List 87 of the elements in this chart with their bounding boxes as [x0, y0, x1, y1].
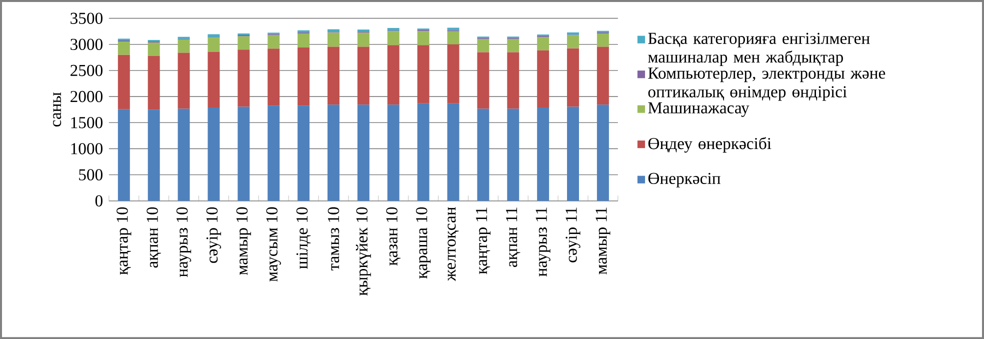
legend-label: Компьютерлер, электронды және оптикалық өнімдер өндірісі [648, 68, 886, 101]
bar [387, 45, 400, 105]
x-tick-label: қыркүйек 10 [356, 207, 371, 296]
bar [118, 41, 130, 55]
bar [567, 48, 579, 107]
bar [447, 31, 460, 44]
bar [507, 39, 520, 52]
bar [507, 108, 520, 201]
bar [447, 28, 460, 30]
bar [567, 35, 579, 48]
y-tick-label: 3000 [70, 38, 102, 50]
legend-label: Машинажасау [648, 102, 750, 117]
bar [357, 104, 370, 201]
bar [238, 106, 250, 201]
bar [477, 108, 490, 201]
x-tick-label: мамыр 11 [596, 208, 610, 274]
y-tick-label: 1500 [71, 116, 102, 128]
bar [148, 42, 160, 56]
bar [178, 108, 190, 201]
bar [268, 106, 280, 201]
y-tick-label: 1000 [71, 143, 102, 154]
x-tick-label: қазан 10 [386, 207, 401, 266]
bar [596, 46, 609, 105]
y-tick-label: 2500 [70, 64, 102, 76]
x-tick-label: сәуір 10 [206, 207, 222, 263]
bar [357, 29, 370, 32]
bar [148, 110, 160, 201]
bar [417, 31, 430, 46]
bar [477, 52, 490, 109]
bar [537, 37, 550, 50]
x-tick-label: наурыз 11 [536, 208, 550, 276]
legend-label: Өңдеу өнеркәсібі [648, 137, 772, 153]
bar [298, 33, 310, 48]
bar [118, 54, 130, 110]
x-tick-label: қаңтар 10 [116, 207, 132, 275]
x-tick-label: желтоқсан [448, 207, 459, 282]
bar [268, 48, 280, 106]
bar [567, 106, 579, 201]
x-tick-label: мамыр 10 [236, 207, 251, 275]
bar [596, 104, 609, 201]
bar [596, 33, 609, 47]
bar [357, 46, 370, 105]
y-tick-label: 500 [79, 169, 102, 180]
y-tick-label: 0 [95, 195, 102, 206]
bar [298, 106, 310, 201]
bar [387, 104, 400, 201]
x-tick-label: ақпан 10 [146, 207, 161, 268]
y-tick-label: 2000 [70, 90, 102, 102]
x-tick-label: тамыз 10 [328, 207, 340, 270]
bar [567, 32, 579, 35]
bar [148, 56, 160, 110]
x-tick-label: маусым 10 [266, 207, 281, 282]
bar [118, 109, 130, 201]
x-tick-label: наурыз 10 [176, 207, 192, 278]
bar [268, 35, 280, 49]
bar [477, 39, 490, 52]
bar [537, 50, 550, 108]
bar [238, 50, 250, 107]
bar [208, 52, 220, 108]
bar [208, 107, 220, 201]
bar [387, 28, 400, 31]
x-tick-label: ақпан 11 [506, 208, 520, 267]
bar [298, 47, 310, 106]
bar [328, 104, 340, 201]
bar [447, 103, 460, 201]
bar [417, 45, 430, 104]
bar [507, 52, 520, 109]
y-axis-title: саны [53, 92, 62, 126]
x-tick-label: қаңтар 11 [476, 208, 490, 274]
legend-label: Басқа категорияға енгізілмеген машиналар мен жабдықтар [648, 32, 870, 66]
y-tick-label: 3500 [70, 12, 102, 24]
bar [387, 31, 400, 46]
bar [178, 52, 190, 109]
bar [447, 44, 460, 104]
legend-label: Өнеркәсіп [648, 172, 720, 188]
bar [208, 34, 220, 38]
bar [328, 32, 340, 47]
bar [238, 36, 250, 50]
bar [208, 38, 220, 52]
bar [328, 46, 340, 105]
bar [417, 103, 430, 201]
x-tick-label: қараша 10 [416, 207, 431, 279]
bar [537, 107, 550, 201]
bar [357, 32, 370, 47]
bar [178, 39, 190, 53]
x-tick-label: сәуір 11 [566, 208, 580, 262]
x-tick-label: шілде 10 [296, 207, 311, 269]
